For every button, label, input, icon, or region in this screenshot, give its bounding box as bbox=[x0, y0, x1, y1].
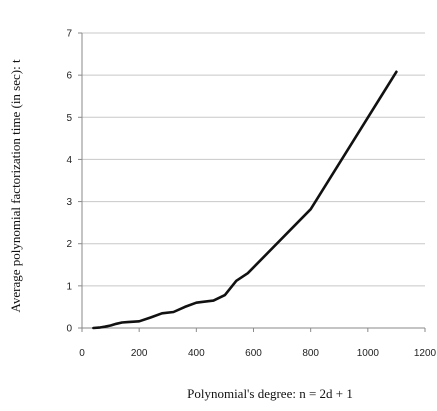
x-tick-label-1200: 1200 bbox=[414, 348, 437, 359]
y-tick-label-2: 2 bbox=[66, 239, 72, 250]
x-tick-label-200: 200 bbox=[131, 348, 148, 359]
x-axis-title: Polynomial's degree: n = 2d + 1 bbox=[187, 386, 353, 401]
y-tick-label-4: 4 bbox=[66, 155, 72, 166]
x-tick-label-1000: 1000 bbox=[357, 348, 380, 359]
x-tick-label-600: 600 bbox=[245, 348, 262, 359]
y-tick-label-5: 5 bbox=[66, 113, 72, 124]
y-axis-title: Average polynomial factorization time (i… bbox=[8, 59, 23, 313]
y-tick-labels: 0 1 2 3 4 5 6 7 bbox=[66, 29, 82, 335]
x-tick-label-800: 800 bbox=[302, 348, 319, 359]
x-tick-label-0: 0 bbox=[79, 348, 85, 359]
series-layer bbox=[92, 70, 398, 330]
y-tick-label-0: 0 bbox=[66, 324, 72, 335]
x-tick-labels: 0 200 400 600 800 1000 1200 bbox=[79, 328, 437, 359]
y-tick-label-3: 3 bbox=[66, 197, 72, 208]
x-tick-label-400: 400 bbox=[188, 348, 205, 359]
y-tick-label-1: 1 bbox=[66, 281, 72, 292]
y-tick-label-7: 7 bbox=[66, 29, 72, 40]
y-tick-label-6: 6 bbox=[66, 71, 72, 82]
gridlines bbox=[82, 32, 425, 287]
series-line-0 bbox=[92, 70, 398, 330]
